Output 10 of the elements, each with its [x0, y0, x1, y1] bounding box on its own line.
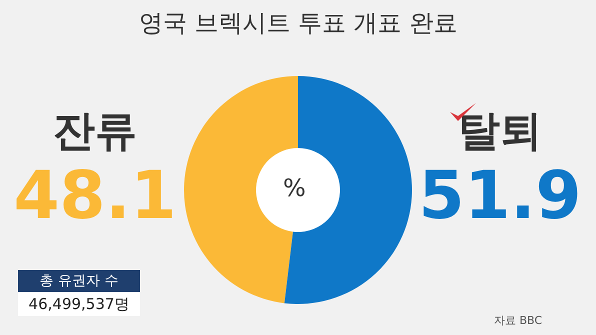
text: %	[283, 174, 306, 202]
data-label: 48.1	[14, 157, 176, 234]
slice-label: 탈퇴	[458, 106, 542, 155]
text: 총 유권자 수	[18, 270, 140, 292]
chart-title: 영국 브렉시트 투표 개표 완료	[138, 9, 458, 37]
slice-label: 잔류	[53, 106, 137, 155]
donut-slice	[284, 76, 412, 304]
text: 자료 BBC	[494, 313, 542, 328]
text: 46,499,537명	[18, 292, 140, 316]
data-label: 51.9	[418, 157, 582, 234]
